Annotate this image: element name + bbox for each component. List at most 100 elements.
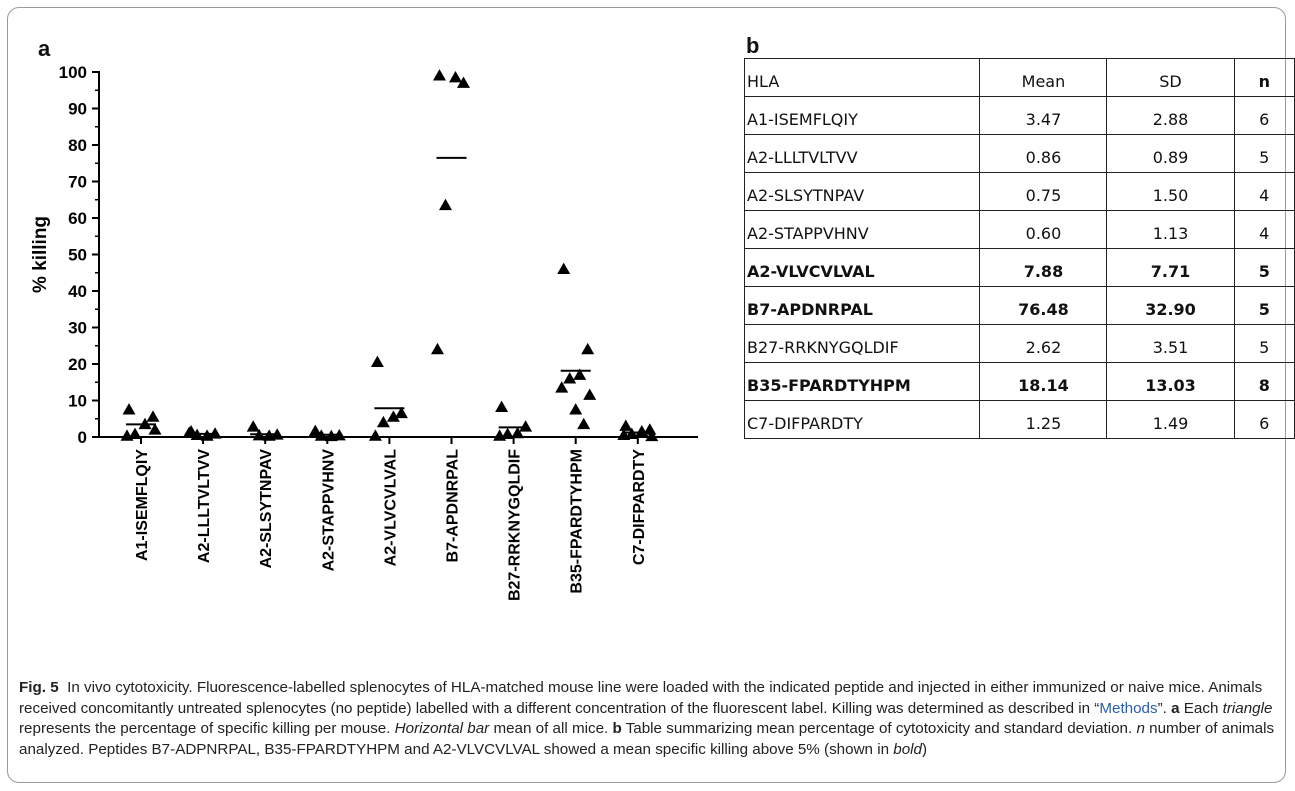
x-tick-label: A2-LLLTVLTVV <box>196 449 213 563</box>
caption-text: represents the percentage of specific ki… <box>19 720 395 738</box>
caption-text: number of animals analyzed. Peptides B7-… <box>19 720 1275 758</box>
caption-text: In vivo cytotoxicity. Fluorescence-label… <box>19 679 1263 717</box>
table-header-cell: Mean <box>979 58 1108 97</box>
data-point-triangle <box>182 426 196 438</box>
table-header-cell: SD <box>1106 58 1235 97</box>
table-cell: 0.86 <box>979 134 1108 173</box>
table-row: B35-FPARDTYHPM 18.14 13.03 8 <box>743 362 1295 401</box>
table-header-cell: n <box>1233 58 1295 97</box>
table-cell: 5 <box>1233 286 1295 325</box>
table-cell: 1.13 <box>1106 210 1235 249</box>
data-point-triangle <box>120 429 134 441</box>
table-cell: 7.71 <box>1106 248 1235 287</box>
table-cell: 13.03 <box>1106 362 1235 401</box>
x-tick-label: B7-APDNRPAL <box>445 449 462 563</box>
table-cell: 0.60 <box>979 210 1108 249</box>
table-cell: A1-ISEMFLQIY <box>743 96 981 135</box>
data-point-triangle <box>370 355 384 368</box>
table-cell: 5 <box>1233 134 1295 173</box>
table-cell: 6 <box>1233 96 1295 135</box>
table-cell: C7-DIFPARDTY <box>743 400 981 439</box>
y-tick-label: 20 <box>68 355 87 374</box>
caption-b-label: b <box>612 720 622 738</box>
y-tick-label: 50 <box>68 246 87 265</box>
x-tick-label: B27-RRKNYGQLDIF <box>507 449 524 601</box>
y-tick-label: 70 <box>68 173 87 192</box>
caption-text: ”. <box>1157 699 1172 717</box>
methods-link[interactable]: Methods <box>1099 699 1158 717</box>
data-point-triangle <box>619 419 633 431</box>
caption-text: ) <box>921 740 928 758</box>
table-cell: A2-SLSYTNPAV <box>743 172 981 211</box>
table-row: B7-APDNRPAL 76.48 32.90 5 <box>743 286 1295 325</box>
table-cell: B27-RRKNYGQLDIF <box>743 324 981 363</box>
table-cell: 6 <box>1233 400 1295 439</box>
table-cell: A2-LLLTVLTVV <box>743 134 981 173</box>
data-point-triangle <box>493 429 507 441</box>
table-row: A2-LLLTVLTVV 0.86 0.89 5 <box>743 134 1295 173</box>
table-cell: 3.47 <box>979 96 1108 135</box>
data-point-triangle <box>128 427 142 439</box>
x-tick-label: B35-FPARDTYHPM <box>569 449 586 594</box>
table-row: C7-DIFPARDTY 1.25 1.49 6 <box>743 400 1295 439</box>
table-cell: 5 <box>1233 324 1295 363</box>
data-point-triangle <box>376 415 390 428</box>
table-cell: 8 <box>1233 362 1295 401</box>
table-row: A2-SLSYTNPAV 0.75 1.50 4 <box>743 172 1295 211</box>
data-point-triangle <box>577 417 591 430</box>
table-cell: 4 <box>1233 172 1295 211</box>
table-cell: 2.62 <box>979 324 1108 363</box>
data-point-triangle <box>368 429 382 441</box>
caption-horizontal-bar: Horizontal bar <box>394 720 490 738</box>
data-point-triangle <box>511 426 525 439</box>
table-cell: 1.50 <box>1106 172 1235 211</box>
table-row: A2-STAPPVHNV 0.60 1.13 4 <box>743 210 1295 249</box>
caption-triangle: triangle <box>1222 699 1273 717</box>
y-tick-label: 40 <box>68 282 87 301</box>
data-point-triangle <box>394 406 408 419</box>
caption-text: Table summarizing mean percentage of cyt… <box>621 720 1137 738</box>
data-point-triangle <box>148 423 162 435</box>
x-tick-label: A2-SLSYTNPAV <box>258 449 275 569</box>
table-row: B27-RRKNYGQLDIF 2.62 3.51 5 <box>743 324 1295 363</box>
data-point-triangle <box>433 69 446 81</box>
table-cell: 32.90 <box>1106 286 1235 325</box>
data-point-triangle <box>519 420 533 432</box>
y-axis-label: % killing <box>30 216 51 293</box>
table-cell: B35-FPARDTYHPM <box>743 362 981 401</box>
caption-n: n <box>1136 720 1145 738</box>
table-cell: 2.88 <box>1106 96 1235 135</box>
y-tick-label: 10 <box>68 392 87 411</box>
table-cell: A2-VLVCVLVAL <box>743 248 981 287</box>
data-point-triangle <box>449 70 462 83</box>
table-header-cell: HLA <box>743 58 981 97</box>
x-tick-label: C7-DIFPARDTY <box>631 449 648 565</box>
table-cell: 1.49 <box>1106 400 1235 439</box>
caption-bold-word: bold <box>893 740 922 758</box>
data-point-triangle <box>200 429 214 441</box>
data-point-triangle <box>617 428 631 441</box>
table-cell: B7-APDNRPAL <box>743 286 981 325</box>
data-point-triangle <box>569 403 583 415</box>
data-point-triangle <box>557 262 571 274</box>
table-cell: 7.88 <box>979 248 1108 287</box>
data-point-triangle <box>308 424 322 437</box>
table-cell: 76.48 <box>979 286 1108 325</box>
summary-table: HLA Mean SD n A1-ISEMFLQIY 3.47 2.88 6 A2-LLLTVL… <box>743 58 1295 439</box>
caption-fig-label: Fig. 5 <box>19 679 59 696</box>
data-point-triangle <box>431 342 444 355</box>
panel-b-label: b <box>746 33 760 58</box>
table-cell: 1.25 <box>979 400 1108 439</box>
y-tick-label: 30 <box>68 319 87 338</box>
y-tick-label: 90 <box>68 100 87 119</box>
figure-caption: Fig. 5 In vivo cytotoxicity. Fluorescenc… <box>19 678 1281 760</box>
data-point-triangle <box>563 372 577 384</box>
data-point-triangle <box>573 368 587 380</box>
data-point-triangle <box>386 410 400 422</box>
data-point-triangle <box>495 400 509 412</box>
caption-text: mean of all mice. <box>489 720 613 738</box>
y-tick-label: 60 <box>68 209 87 228</box>
x-tick-label: A2-STAPPVHNV <box>320 449 337 572</box>
data-point-triangle <box>122 403 136 415</box>
